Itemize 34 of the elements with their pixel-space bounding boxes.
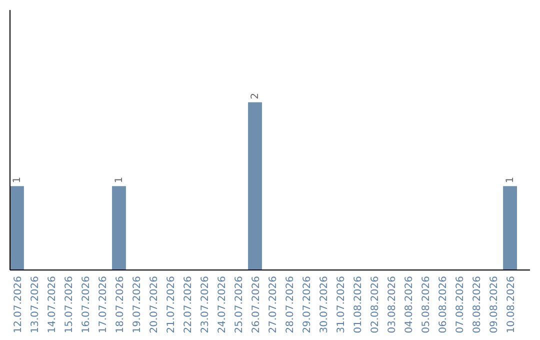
x-tick-label: 27.07.2026	[268, 276, 279, 334]
x-tick-label: 26.07.2026	[251, 276, 262, 334]
x-tick-label: 13.07.2026	[30, 276, 41, 334]
data-label: 1	[114, 176, 125, 184]
x-tick-label: 09.08.2026	[489, 276, 500, 334]
x-tick-label: 28.07.2026	[285, 276, 296, 334]
data-label: 2	[250, 92, 261, 100]
x-tick-label: 22.07.2026	[182, 276, 194, 334]
x-tick-label: 06.08.2026	[438, 276, 450, 334]
x-tick-label: 01.08.2026	[353, 276, 364, 334]
x-tick-label: 29.07.2026	[302, 276, 314, 334]
x-tick-label: 17.07.2026	[98, 276, 109, 334]
x-tick-label: 10.08.2026	[506, 276, 518, 334]
x-tick-label: 04.08.2026	[404, 276, 416, 334]
x-tick-label: 23.07.2026	[200, 276, 211, 334]
x-tick-label: 07.08.2026	[455, 276, 466, 334]
x-tick-label: 15.07.2026	[64, 276, 75, 334]
x-tick-label: 14.07.2026	[46, 276, 58, 334]
x-tick-label: 30.07.2026	[319, 276, 330, 334]
x-tick-label: 02.08.2026	[370, 276, 382, 334]
data-label: 1	[505, 176, 516, 184]
x-tick-label: 12.07.2026	[12, 276, 24, 334]
x-tick-label: 24.07.2026	[216, 276, 228, 334]
x-tick-label: 03.08.2026	[387, 276, 398, 334]
x-tick-label: 16.07.2026	[80, 276, 92, 334]
x-tick-label: 18.07.2026	[114, 276, 126, 334]
x-tick-label: 19.07.2026	[132, 276, 143, 334]
x-tick-label: 08.08.2026	[472, 276, 484, 334]
x-tick-label: 21.07.2026	[166, 276, 177, 334]
data-label: 1	[12, 176, 23, 184]
x-tick-label: 31.07.2026	[336, 276, 348, 334]
x-tick-label: 20.07.2026	[148, 276, 160, 334]
x-tick-label: 05.08.2026	[421, 276, 432, 334]
x-tick-label: 25.07.2026	[234, 276, 245, 334]
